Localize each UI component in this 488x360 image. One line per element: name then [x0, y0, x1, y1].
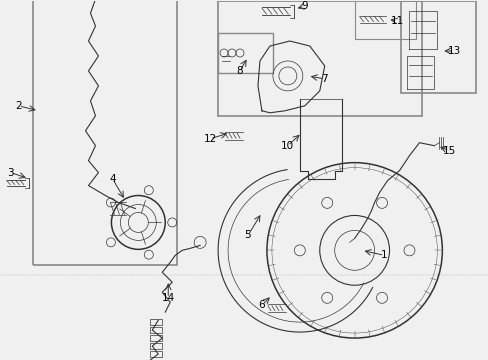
Text: 10: 10 [281, 141, 294, 151]
Text: 9: 9 [301, 1, 307, 11]
Text: 15: 15 [442, 146, 455, 156]
Bar [218, 1, 422, 116]
Text: 2: 2 [16, 101, 22, 111]
Text: 12: 12 [203, 134, 216, 144]
Bar [354, 0, 416, 39]
Text: 7: 7 [321, 74, 327, 84]
Text: 5: 5 [244, 230, 251, 240]
Text: 13: 13 [447, 46, 460, 56]
Text: 14: 14 [162, 293, 175, 303]
Bar [218, 33, 272, 73]
Text: 3: 3 [7, 168, 14, 177]
Bar [150, 351, 162, 357]
Bar [150, 335, 162, 341]
Text: 11: 11 [390, 16, 403, 26]
Text: 1: 1 [381, 250, 387, 260]
Bar [150, 319, 162, 325]
Bar [33, 0, 177, 265]
Bar [401, 1, 475, 93]
Text: 8: 8 [236, 66, 243, 76]
Text: 4: 4 [109, 174, 116, 184]
Bar [150, 327, 162, 333]
Text: 6: 6 [258, 300, 264, 310]
Bar [150, 343, 162, 349]
